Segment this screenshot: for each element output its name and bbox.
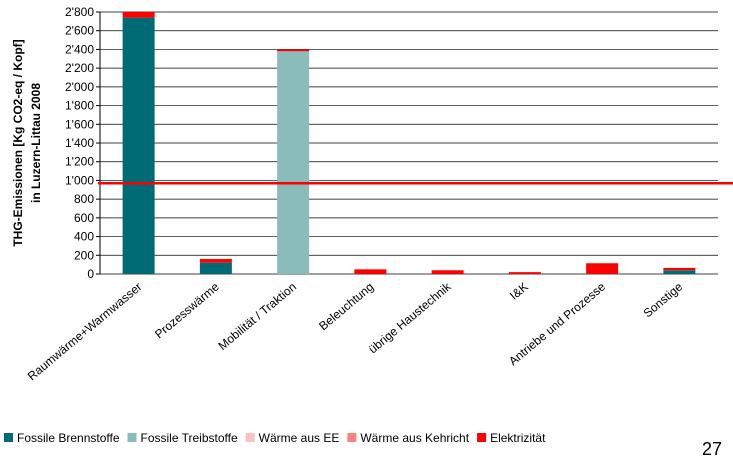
y-tick-label: 2'400: [65, 42, 94, 56]
y-axis-title-line: THG-Emissionen [Kg CO2-eq / Kopf]: [11, 39, 25, 246]
x-tick-label: Prozesswärme: [152, 279, 222, 341]
y-tick-label: 2'200: [65, 61, 94, 75]
y-axis-title-line: in Luzern-Littau 2008: [29, 83, 43, 203]
bar-segment: [199, 259, 232, 263]
legend-label: Wärme aus Kehricht: [360, 431, 469, 445]
bar-segment: [122, 17, 155, 274]
bar-segment: [431, 270, 464, 274]
bar-segment: [663, 267, 696, 271]
y-tick-label: 2'000: [65, 80, 94, 94]
y-tick-label: 1'800: [65, 99, 94, 113]
y-tick-label: 2'800: [65, 5, 94, 19]
y-tick-label: 1'400: [65, 136, 94, 150]
x-tick-label: übrige Haustechnik: [366, 279, 454, 356]
y-tick-label: 0: [87, 267, 94, 281]
legend: Fossile Brennstoffe Fossile Treibstoffe Wä…: [4, 431, 546, 445]
legend-label: Fossile Brennstoffe: [17, 431, 120, 445]
legend-label: Fossile Treibstoffe: [141, 431, 238, 445]
bar-segment: [663, 270, 696, 274]
bar-segment: [122, 12, 155, 18]
y-tick-label: 1'600: [65, 117, 94, 131]
y-tick-label: 400: [74, 230, 94, 244]
y-axis-title: THG-Emissionen [Kg CO2-eq / Kopf] in Luz…: [11, 39, 43, 246]
page-number: 27: [702, 439, 722, 459]
legend-swatch: [245, 433, 255, 442]
legend-label: Wärme aus EE: [259, 431, 340, 445]
legend-swatch: [477, 433, 487, 442]
legend-swatch: [4, 433, 13, 442]
y-tick-label: 200: [74, 248, 94, 262]
x-tick-label: I&K: [507, 280, 531, 303]
bar-segment: [508, 272, 541, 274]
y-tick-label: 1'000: [65, 173, 94, 187]
legend-swatch: [347, 433, 357, 442]
x-tick-label: Mobilität / Traktion: [215, 280, 299, 353]
bar-segment: [277, 49, 310, 52]
x-tick-label: Beleuchtung: [316, 280, 376, 334]
y-tick-label: 600: [74, 211, 94, 225]
bar-segment: [199, 262, 232, 274]
bar-segment: [586, 263, 619, 274]
bar-segment: [277, 51, 310, 274]
y-tick-label: 800: [74, 192, 94, 206]
legend-label: Elektrizität: [490, 431, 546, 445]
y-tick-label: 1'200: [65, 155, 94, 169]
x-tick-label: Raumwärme+Warmwasser: [25, 280, 145, 384]
y-tick-label: 2'600: [65, 24, 94, 38]
x-tick-label: Sonstige: [641, 279, 686, 320]
bar-segment: [354, 269, 387, 274]
legend-swatch: [127, 433, 137, 442]
